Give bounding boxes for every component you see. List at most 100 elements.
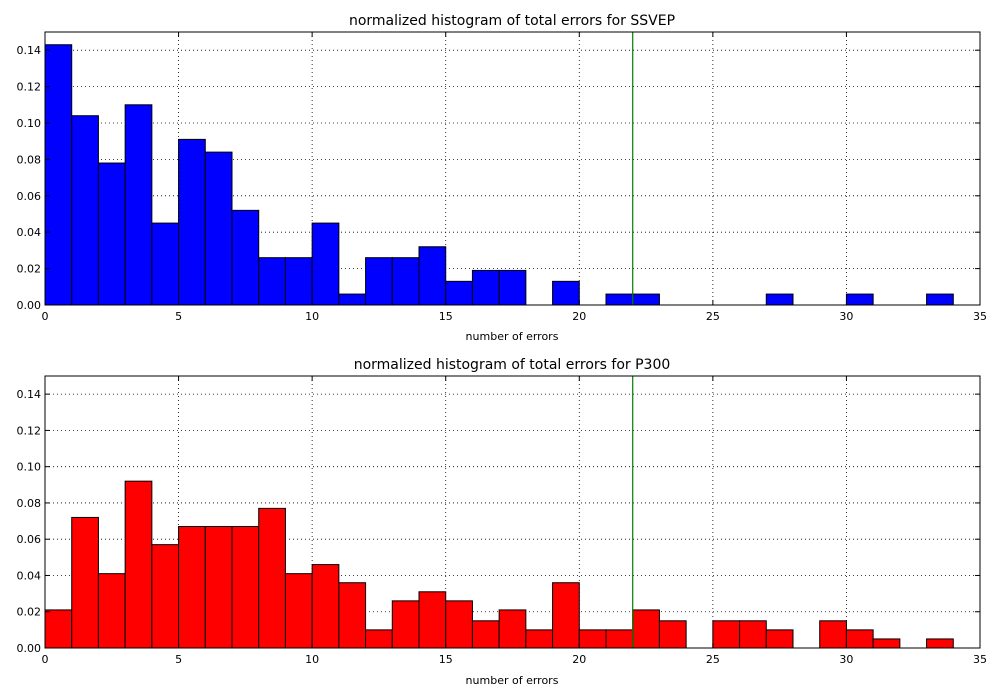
y-tick-label: 0.08: [17, 497, 42, 510]
bars: [44, 480, 954, 649]
chart-title: normalized histogram of total errors for…: [354, 357, 671, 373]
histogram-bar: [605, 293, 634, 306]
histogram-bar: [44, 609, 73, 649]
x-tick-label: 0: [42, 653, 49, 666]
y-tick-label: 0.00: [17, 299, 42, 312]
histogram-bar: [71, 115, 99, 306]
x-tick-label: 25: [706, 653, 720, 666]
y-tick-label: 0.10: [17, 461, 42, 474]
histogram-bar: [552, 280, 580, 306]
histogram-bar: [765, 293, 794, 306]
histogram-bar: [418, 591, 447, 649]
x-axis-label: number of errors: [466, 330, 559, 343]
x-tick-label: 10: [305, 653, 319, 666]
histogram-bar: [578, 629, 607, 649]
histogram-bar: [204, 151, 233, 306]
x-tick-label: 10: [305, 310, 319, 323]
histogram-bar: [872, 638, 901, 649]
y-tick-label: 0.02: [17, 263, 42, 276]
x-tick-label: 25: [706, 310, 720, 323]
histogram-bar: [124, 480, 153, 649]
histogram-bar: [605, 629, 634, 649]
x-tick-label: 20: [572, 310, 586, 323]
histogram-bar: [418, 246, 447, 306]
ticks: 0 5 10 15 20 25 30 35 0.00 0.02 0.04 0.06 0.08 0.10 0.…: [17, 32, 987, 323]
y-tick-label: 0.12: [17, 81, 42, 94]
y-tick-label: 0.06: [17, 190, 42, 203]
grid: [45, 376, 980, 648]
histogram-bar: [926, 293, 954, 306]
histogram-bar: [231, 526, 260, 649]
histogram-bar: [151, 222, 180, 306]
histogram-bar: [338, 582, 367, 649]
histogram-bar: [552, 582, 580, 649]
ssvep-histogram-panel: normalized histogram of total errors for…: [17, 13, 988, 343]
ticks: 0 5 10 15 20 25 30 35 0.00 0.02 0.04 0.06 0.08 0.10 0.…: [17, 376, 987, 666]
p300-histogram-panel: normalized histogram of total errors for…: [17, 357, 988, 687]
histogram-bar: [365, 629, 393, 649]
histogram-bar: [845, 293, 874, 306]
x-tick-label: 0: [42, 310, 49, 323]
histogram-bar: [284, 257, 313, 306]
histogram-bar: [525, 629, 554, 649]
x-tick-label: 5: [175, 653, 182, 666]
x-tick-label: 30: [839, 653, 853, 666]
x-tick-label: 15: [439, 653, 453, 666]
y-tick-label: 0.00: [17, 642, 42, 655]
x-tick-label: 5: [175, 310, 182, 323]
histogram-bar: [739, 620, 767, 649]
histogram-bar: [311, 222, 340, 306]
y-tick-label: 0.10: [17, 117, 42, 130]
plot-frame: [44, 31, 981, 306]
histogram-bar: [391, 600, 420, 649]
y-tick-label: 0.14: [17, 44, 42, 57]
x-tick-label: 35: [973, 653, 987, 666]
y-tick-label: 0.04: [17, 226, 42, 239]
y-tick-label: 0.06: [17, 533, 42, 546]
histogram-bar: [926, 638, 954, 649]
histogram-bar: [151, 544, 180, 649]
histogram-bar: [471, 620, 500, 649]
histogram-bar: [204, 526, 233, 649]
histogram-bar: [231, 209, 260, 306]
histogram-bar: [845, 629, 874, 649]
bars: [44, 44, 954, 306]
histogram-bar: [365, 257, 393, 306]
histogram-bar: [498, 609, 527, 649]
histogram-bar: [97, 573, 126, 649]
histogram-bar: [338, 293, 367, 306]
histogram-bar: [284, 573, 313, 649]
histogram-bar: [712, 620, 741, 649]
x-axis-label: number of errors: [466, 674, 559, 687]
y-tick-label: 0.04: [17, 569, 42, 582]
histogram-bar: [498, 269, 527, 306]
histogram-bar: [819, 620, 847, 649]
histogram-bar: [97, 162, 126, 306]
histogram-bar: [258, 257, 286, 306]
histogram-bar: [765, 629, 794, 649]
histogram-bar: [258, 507, 286, 649]
histogram-bar: [471, 269, 500, 306]
y-tick-label: 0.12: [17, 424, 42, 437]
histogram-bar: [71, 516, 99, 649]
x-tick-label: 15: [439, 310, 453, 323]
x-tick-label: 20: [572, 653, 586, 666]
histogram-bar: [445, 280, 473, 306]
y-tick-label: 0.02: [17, 606, 42, 619]
x-tick-label: 35: [973, 310, 987, 323]
histogram-bar: [632, 609, 660, 649]
x-tick-label: 30: [839, 310, 853, 323]
histogram-bar: [178, 138, 206, 306]
histogram-bar: [124, 104, 153, 306]
histogram-bar: [445, 600, 473, 649]
histogram-bar: [658, 620, 687, 649]
histogram-bar: [391, 257, 420, 306]
plot-frame: [44, 375, 981, 649]
y-tick-label: 0.08: [17, 153, 42, 166]
histogram-bar: [311, 564, 340, 649]
histogram-bar: [44, 44, 73, 306]
y-tick-label: 0.14: [17, 388, 42, 401]
histogram-bar: [632, 293, 660, 306]
histogram-bar: [178, 526, 206, 649]
